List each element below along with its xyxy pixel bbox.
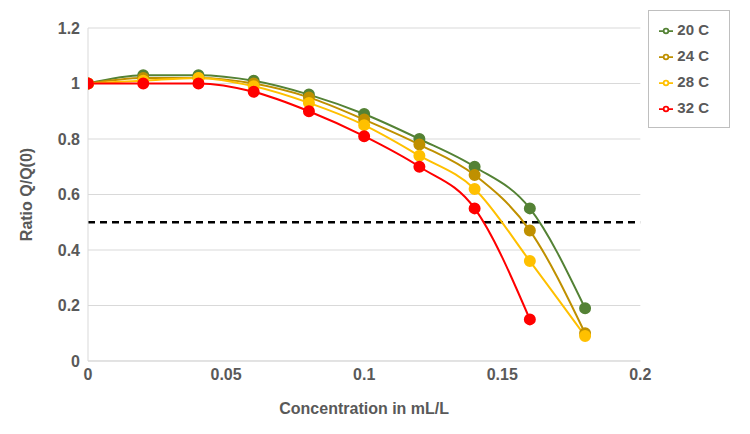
svg-text:0.2: 0.2 (629, 366, 651, 383)
svg-text:0.15: 0.15 (487, 366, 518, 383)
html-text:20 C: 20 C (677, 21, 709, 38)
html-text:32 C: 32 C (677, 99, 709, 116)
svg-text:0.05: 0.05 (211, 366, 242, 383)
svg-text:Ratio Q/Q(0): Ratio Q/Q(0) (18, 148, 35, 241)
svg-text:0.1: 0.1 (353, 366, 375, 383)
html-text:28 C: 28 C (677, 73, 709, 90)
svg-text:Concentration in mL/L: Concentration in mL/L (279, 400, 449, 417)
svg-text:0.6: 0.6 (58, 186, 80, 203)
svg-text:0.8: 0.8 (58, 131, 80, 148)
svg-text:0.2: 0.2 (58, 297, 80, 314)
svg-text:0.4: 0.4 (58, 242, 80, 259)
svg-text:0: 0 (71, 353, 80, 370)
html-text:24 C: 24 C (677, 47, 709, 64)
svg-text:0: 0 (84, 366, 93, 383)
svg-text:1.2: 1.2 (58, 20, 80, 37)
svg-text:1: 1 (71, 75, 80, 92)
